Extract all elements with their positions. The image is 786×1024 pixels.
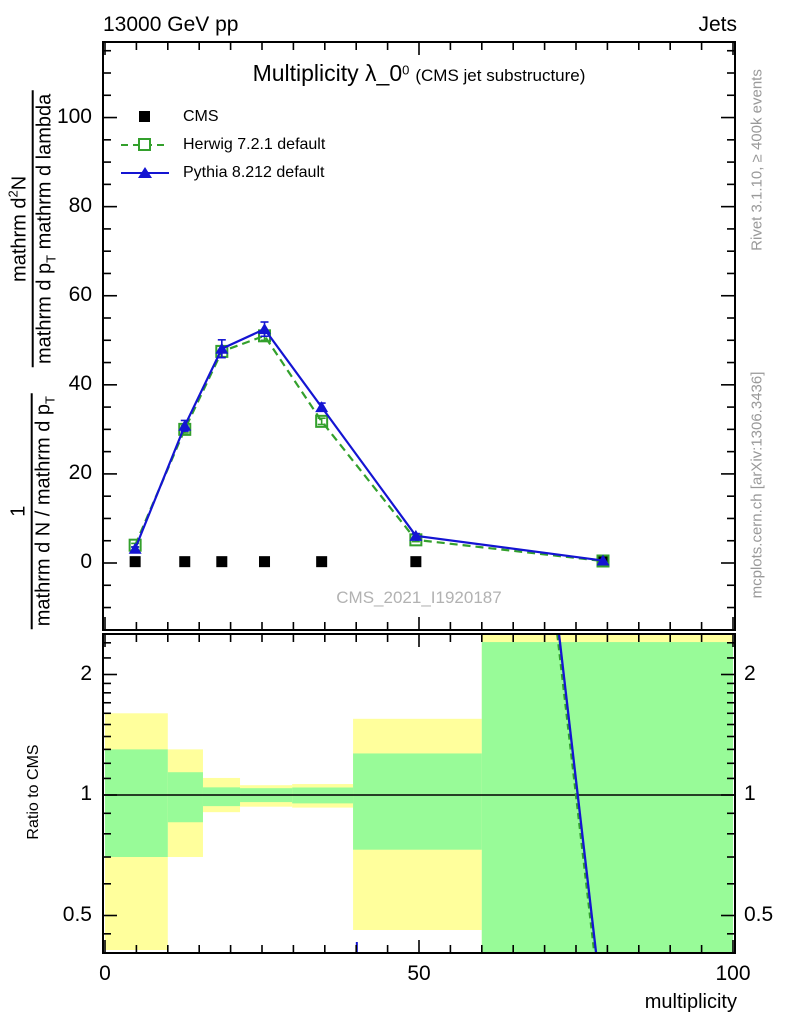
cms-data-point	[216, 556, 228, 568]
pythia-data-point	[409, 529, 423, 541]
legend: CMS Herwig 7.2.1 default Pythia 8.212 de…	[121, 103, 325, 187]
fraction2-numerator: mathrm d2N	[5, 175, 31, 282]
filled-triangle-icon	[138, 167, 152, 178]
watermark: CMS_2021_I1920187	[336, 588, 502, 607]
plot-title: Multiplicity λ_00 (CMS jet substructure)	[103, 60, 735, 87]
herwig-ratio-line	[556, 634, 596, 953]
legend-label-cms: CMS	[183, 108, 219, 125]
ratio-y-axis-label: Ratio to CMS	[25, 744, 42, 840]
x-tick-label: 100	[715, 962, 751, 985]
cms-data-point	[179, 556, 191, 568]
legend-item-herwig: Herwig 7.2.1 default	[121, 131, 325, 159]
main-y-tick-label: 80	[68, 193, 92, 217]
main-y-axis-label: 1 mathrm d N / mathrm d pT mathrm d2N ma…	[5, 90, 60, 630]
cms-data-point	[410, 556, 422, 568]
ratio-y-tick-label-left: 2	[80, 661, 92, 685]
x-axis-label: multiplicity	[644, 991, 737, 1013]
series-herwig	[128, 329, 610, 568]
plot-title-subtitle: (CMS jet substructure)	[415, 66, 586, 85]
ratio-y-tick-label-right: 2	[744, 661, 756, 685]
fraction2-denominator: mathrm d pT mathrm d lambda	[31, 90, 60, 368]
analysis-group-label: Jets	[698, 13, 737, 36]
ratio-y-tick-label-right: 1	[744, 782, 756, 805]
cms-data-point	[259, 556, 271, 568]
pythia-data-point	[215, 342, 229, 354]
ratio-y-tick-label-left: 0.5	[62, 902, 92, 926]
cms-data-point	[129, 556, 141, 568]
green-band-bin1	[167, 772, 203, 823]
ratio-y-tick-label-left: 1	[80, 782, 92, 805]
legend-item-pythia: Pythia 8.212 default	[121, 159, 325, 187]
main-y-tick-label: 20	[68, 460, 92, 484]
pythia-data-point	[178, 419, 192, 431]
pythia-marker-swatch	[121, 163, 169, 183]
filled-square-icon	[139, 111, 150, 122]
rivet-version-label: Rivet 3.1.10, ≥ 400k events	[748, 69, 766, 251]
herwig-data-point	[315, 414, 329, 428]
ratio-y-tick-label-right: 0.5	[744, 902, 774, 926]
ratio-uncertainty-bands	[105, 634, 733, 953]
herwig-curve	[134, 334, 604, 563]
legend-label-pythia: Pythia 8.212 default	[183, 164, 325, 181]
pythia-curve	[134, 327, 604, 562]
main-y-tick-label: 40	[68, 371, 92, 395]
series-pythia	[128, 321, 610, 566]
herwig-marker-swatch	[121, 135, 169, 155]
yaxis-fraction-2: mathrm d2N mathrm d pT mathrm d lambda	[5, 90, 60, 368]
main-series	[128, 321, 610, 568]
x-tick-label: 0	[99, 962, 111, 985]
fraction1-numerator: 1	[7, 505, 30, 517]
pythia-data-point	[315, 401, 329, 413]
main-y-tick-label: 100	[56, 104, 92, 128]
plot-title-superscript: 0	[402, 62, 410, 78]
pythia-ratio-line	[557, 634, 598, 953]
fraction1-denominator: mathrm d N / mathrm d pT	[30, 393, 59, 630]
plot-title-main: Multiplicity λ_0	[252, 60, 403, 86]
main-y-tick-label: 60	[68, 282, 92, 306]
green-band-bin5	[353, 753, 482, 850]
pythia-data-point	[596, 554, 610, 566]
pythia-data-point	[128, 542, 142, 554]
green-band-bin6	[481, 642, 733, 953]
x-tick-label: 50	[407, 962, 431, 985]
cms-data-point	[316, 556, 328, 568]
cms-marker-swatch	[121, 107, 169, 127]
legend-label-herwig: Herwig 7.2.1 default	[183, 136, 326, 153]
green-band-bin2	[202, 787, 241, 807]
pythia-data-point	[258, 323, 272, 335]
legend-item-cms: CMS	[121, 103, 325, 131]
open-square-icon	[138, 138, 151, 151]
beam-energy-label: 13000 GeV pp	[103, 13, 239, 36]
series-cms	[129, 556, 609, 568]
main-y-tick-label: 0	[80, 550, 92, 573]
mcplots-credit-label: mcplots.cern.ch [arXiv:1306.3436]	[748, 371, 766, 599]
axis-ticks	[103, 42, 735, 953]
green-band-bin0	[105, 749, 168, 858]
yaxis-fraction-1: 1 mathrm d N / mathrm d pT	[7, 393, 59, 630]
